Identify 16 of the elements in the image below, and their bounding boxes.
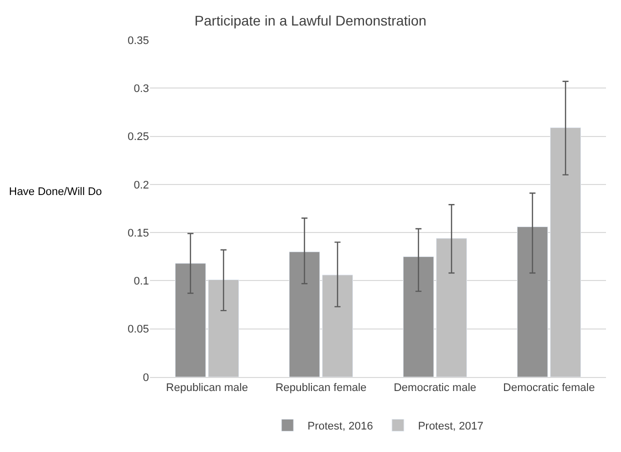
chart-title: Participate in a Lawful Demonstration <box>194 12 426 29</box>
y-tick-label: 0.25 <box>128 131 149 144</box>
legend-label: Protest, 2016 <box>308 420 373 432</box>
y-tick-label: 0.1 <box>134 276 149 288</box>
y-axis-title: Have Done/Will Do <box>9 186 102 198</box>
x-tick-label: Democratic male <box>394 382 476 394</box>
y-tick-label: 0.15 <box>128 227 149 240</box>
x-tick-label: Democratic female <box>503 382 595 394</box>
x-tick-label: Republican male <box>166 382 248 394</box>
y-tick-label: 0.35 <box>128 34 149 47</box>
y-tick-label: 0 <box>142 372 149 384</box>
x-tick-label: Republican female <box>275 382 367 394</box>
y-tick-label: 0.2 <box>134 179 149 192</box>
legend-label: Protest, 2017 <box>418 420 484 432</box>
y-tick-label: 0.3 <box>134 82 149 95</box>
y-tick-label: 0.05 <box>128 324 149 336</box>
